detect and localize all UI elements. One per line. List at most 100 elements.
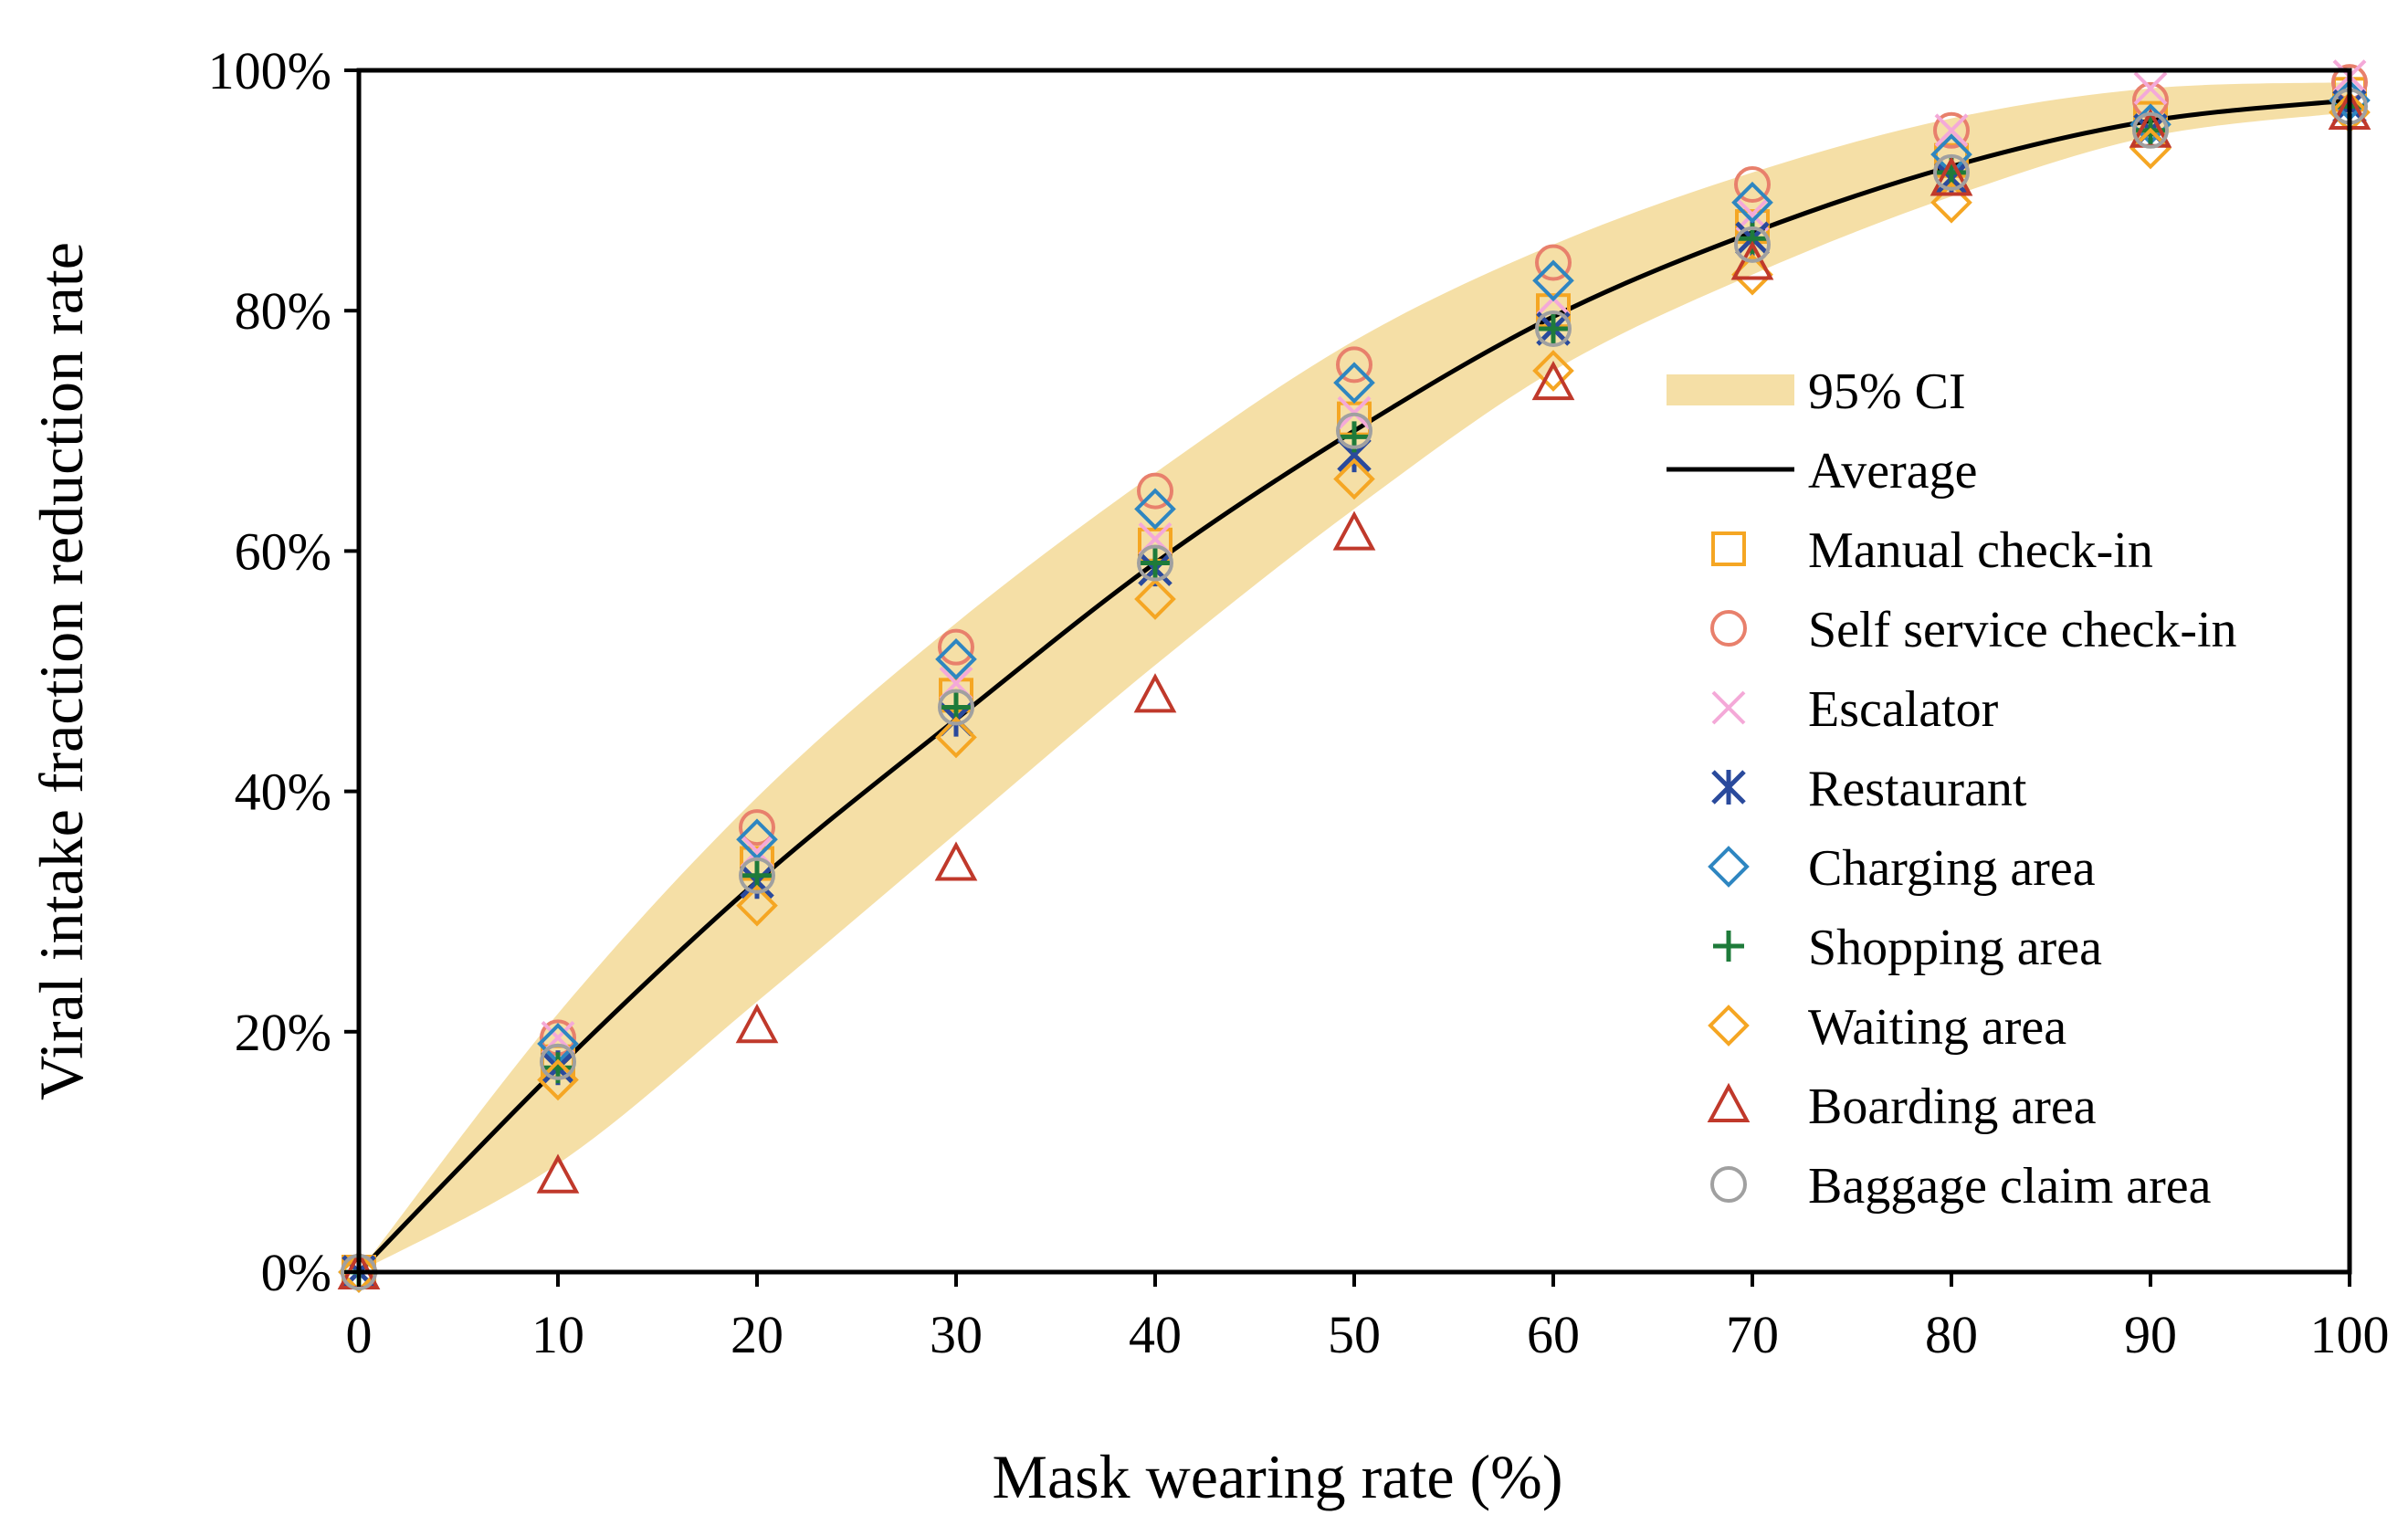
point-self-service-check-in-80 [1933, 111, 1970, 149]
point-boarding-area-80 [1930, 156, 1973, 196]
legend-item-restaurant: Restaurant [1711, 761, 2027, 817]
legend-item-average: Average [1667, 443, 1978, 500]
point-shopping-area-40 [1140, 547, 1171, 579]
y-tick-label-0: 0% [261, 1243, 331, 1302]
y-tick-label-40: 40% [235, 763, 331, 822]
point-baggage-claim-area-30 [938, 689, 974, 726]
legend-label-baggage-claim-area: Baggage claim area [1808, 1158, 2212, 1215]
legend-marker-restaurant [1711, 770, 1746, 805]
legend-label-self-service-check-in: Self service check-in [1808, 602, 2237, 658]
point-self-service-check-in-70 [1734, 166, 1771, 204]
point-boarding-area-30 [934, 841, 978, 881]
x-axis-title: Mask wearing rate (%) [993, 1442, 1563, 1511]
markers-layer [337, 59, 2371, 1293]
y-tick-label-80: 80% [235, 281, 331, 341]
legend: 95% CI Average Manual check-in Self service… [1667, 363, 2237, 1215]
point-shopping-area-60 [1538, 312, 1569, 344]
legend-label-manual-check-in: Manual check-in [1808, 522, 2153, 579]
point-boarding-area-60 [1531, 360, 1575, 401]
point-self-service-check-in-30 [938, 628, 974, 666]
point-charging-area-70 [1731, 181, 1773, 224]
average-line [357, 98, 2350, 1274]
point-waiting-area-30 [935, 716, 977, 759]
legend-label-shopping-area: Shopping area [1808, 920, 2102, 976]
point-charging-area-30 [935, 638, 977, 680]
legend-label-boarding-area: Boarding area [1808, 1078, 2097, 1135]
x-tick-label-30: 30 [930, 1305, 983, 1364]
legend-item-self-service-check-in: Self service check-in [1710, 602, 2237, 658]
point-baggage-claim-area-20 [739, 857, 775, 894]
point-baggage-claim-area-60 [1535, 310, 1572, 347]
point-waiting-area-20 [736, 884, 778, 927]
y-axis-ticks: 0% 20% 40% 60% 80% 100% [208, 41, 359, 1302]
legend-item-shopping-area: Shopping area [1713, 920, 2102, 976]
point-boarding-area-70 [1730, 240, 1774, 280]
x-axis-ticks: 0 10 20 30 40 50 60 70 80 90 100 [346, 1272, 2390, 1364]
legend-marker-self-service-check-in [1710, 610, 1747, 647]
point-boarding-area-10 [536, 1153, 580, 1194]
point-escalator-90 [2133, 71, 2168, 106]
legend-ci-label: 95% CI [1808, 363, 1966, 420]
point-escalator-70 [1735, 197, 1770, 232]
legend-item-ci: 95% CI [1667, 363, 1966, 420]
x-tick-label-10: 10 [531, 1305, 584, 1364]
point-charging-area-40 [1134, 488, 1176, 531]
point-charging-area-50 [1333, 362, 1375, 404]
legend-marker-shopping-area [1713, 931, 1744, 962]
legend-marker-boarding-area [1707, 1082, 1751, 1122]
legend-item-baggage-claim-area: Baggage claim area [1710, 1158, 2212, 1215]
legend-item-charging-area: Charging area [1708, 840, 2096, 897]
legend-item-waiting-area: Waiting area [1708, 999, 2066, 1056]
x-tick-label-90: 90 [2124, 1305, 2177, 1364]
point-charging-area-60 [1532, 259, 1574, 302]
x-tick-label-20: 20 [731, 1305, 783, 1364]
point-baggage-claim-area-50 [1336, 412, 1372, 449]
series-baggage-claim-area [341, 88, 2368, 1290]
legend-ci-swatch [1667, 374, 1794, 405]
point-self-service-check-in-40 [1137, 472, 1173, 510]
legend-marker-escalator [1711, 690, 1746, 725]
point-boarding-area-20 [735, 1004, 779, 1044]
point-self-service-check-in-20 [739, 809, 775, 847]
y-axis-title: Viral intake fraction reduction rate [26, 242, 96, 1100]
x-tick-label-60: 60 [1527, 1305, 1580, 1364]
point-baggage-claim-area-40 [1137, 544, 1173, 582]
y-tick-label-100: 100% [208, 41, 331, 100]
ci-band [359, 82, 2350, 1272]
legend-marker-charging-area [1708, 846, 1750, 888]
y-tick-label-60: 60% [235, 521, 331, 581]
legend-label-waiting-area: Waiting area [1808, 999, 2066, 1056]
legend-average-label: Average [1808, 443, 1978, 500]
average-line-layer [357, 98, 2350, 1274]
point-baggage-claim-area-90 [2132, 111, 2169, 149]
point-baggage-claim-area-10 [540, 1043, 576, 1080]
series-boarding-area [337, 89, 2371, 1289]
legend-label-charging-area: Charging area [1808, 840, 2096, 897]
point-boarding-area-40 [1133, 673, 1177, 713]
x-tick-label-40: 40 [1129, 1305, 1182, 1364]
point-self-service-check-in-50 [1336, 346, 1372, 384]
legend-item-boarding-area: Boarding area [1707, 1078, 2097, 1135]
legend-marker-waiting-area [1708, 1005, 1750, 1047]
x-tick-label-70: 70 [1726, 1305, 1779, 1364]
y-tick-label-20: 20% [235, 1003, 331, 1062]
x-tick-label-50: 50 [1328, 1305, 1381, 1364]
point-boarding-area-50 [1332, 510, 1376, 551]
legend-item-manual-check-in: Manual check-in [1711, 522, 2153, 579]
point-waiting-area-50 [1333, 458, 1375, 500]
legend-marker-manual-check-in [1711, 531, 1746, 566]
legend-label-escalator: Escalator [1808, 681, 1999, 738]
x-tick-label-0: 0 [346, 1305, 373, 1364]
point-self-service-check-in-60 [1535, 244, 1572, 281]
point-baggage-claim-area-70 [1734, 226, 1771, 263]
point-baggage-claim-area-80 [1933, 153, 1970, 191]
point-waiting-area-80 [1930, 181, 1972, 224]
legend-label-restaurant: Restaurant [1808, 761, 2027, 817]
legend-item-escalator: Escalator [1711, 681, 1999, 738]
x-tick-label-100: 100 [2310, 1305, 2390, 1364]
point-waiting-area-40 [1134, 578, 1176, 620]
point-escalator-80 [1934, 113, 1969, 148]
legend-marker-baggage-claim-area [1710, 1166, 1747, 1203]
x-tick-label-80: 80 [1925, 1305, 1978, 1364]
